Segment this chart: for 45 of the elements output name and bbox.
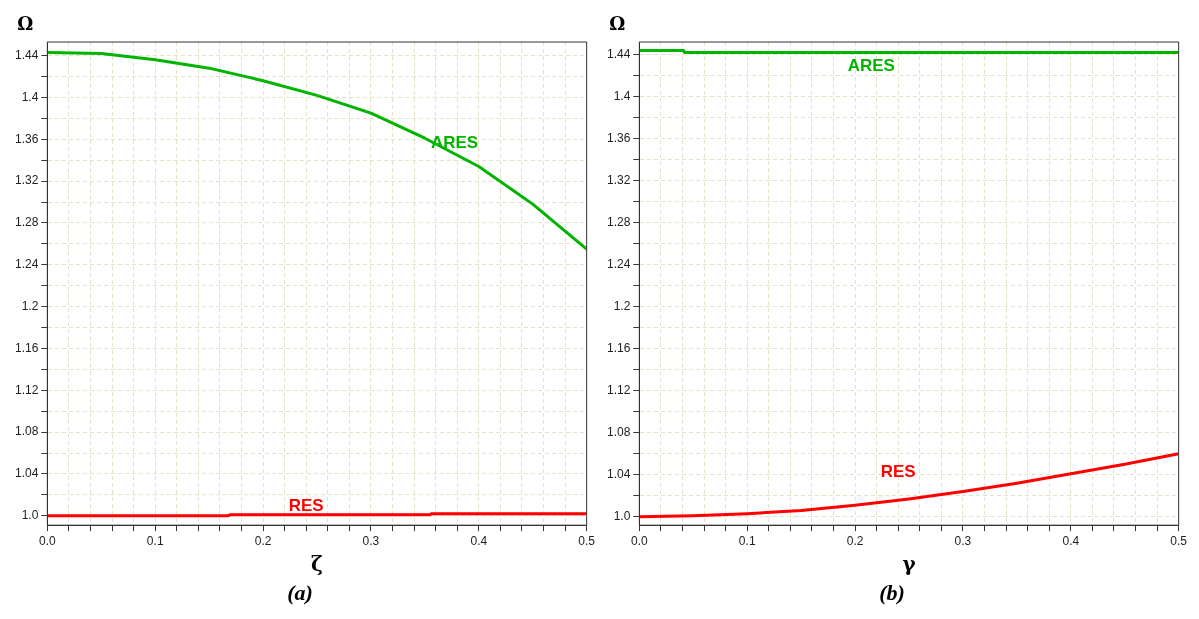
x-tick-label: 0.5 [578,533,596,548]
x-tick-label: 0.2 [254,533,272,548]
y-tick-label: 1.4 [613,88,631,103]
y-tick-label: 1.0 [613,509,631,524]
y-tick-label: 1.16 [15,340,39,355]
x-tick-label: 0.5 [1170,533,1188,548]
y-tick-label: 1.4 [21,89,39,104]
text: (b) [879,580,905,606]
y-tick-label: 1.24 [607,257,631,271]
x-tick-label: 0.3 [954,533,972,548]
y-tick-label: 1.08 [607,425,631,440]
y-tick-label: 1.04 [15,466,39,481]
x-axis-title: γ [902,551,917,576]
y-tick-label: 1.36 [15,131,39,146]
y-tick-label: 1.24 [15,257,39,272]
y-tick-label: 1.2 [613,299,631,314]
x-axis-title: ζ [311,551,324,576]
y-tick-label: 1.28 [607,214,631,229]
x-tick-label: 0.1 [738,533,756,548]
y-tick-label: 1.28 [15,215,39,230]
y-tick-label: 1.32 [15,173,39,188]
x-tick-label: 0.2 [846,533,864,548]
x-tick-label: 0.1 [146,533,164,548]
series-label: RES [288,495,324,515]
y-tick-label: 1.08 [15,424,39,439]
x-tick-label: 0.0 [39,533,57,548]
y-tick-label: 1.16 [607,341,631,356]
y-tick-label: 1.44 [15,47,39,62]
series-label: RES [880,461,916,481]
y-tick-label: 1.32 [607,172,631,187]
y-tick-label: 1.0 [21,508,39,523]
x-tick-label: 0.4 [1062,533,1080,548]
y-tick-label: 1.44 [607,46,631,61]
y-tick-label: 1.12 [15,382,39,397]
y-tick-label: 1.04 [607,467,631,482]
y-tick-label: 1.12 [607,383,631,398]
y-tick-label: 1.2 [21,298,39,313]
y-axis-title: Ω [609,12,626,34]
y-axis-title: Ω [17,12,34,34]
x-tick-label: 0.0 [631,533,649,548]
y-tick-label: 1.36 [607,130,631,145]
series-label: ARES [847,55,895,75]
x-tick-label: 0.3 [362,533,380,548]
text: (a) [287,580,313,606]
x-tick-label: 0.4 [470,533,488,548]
